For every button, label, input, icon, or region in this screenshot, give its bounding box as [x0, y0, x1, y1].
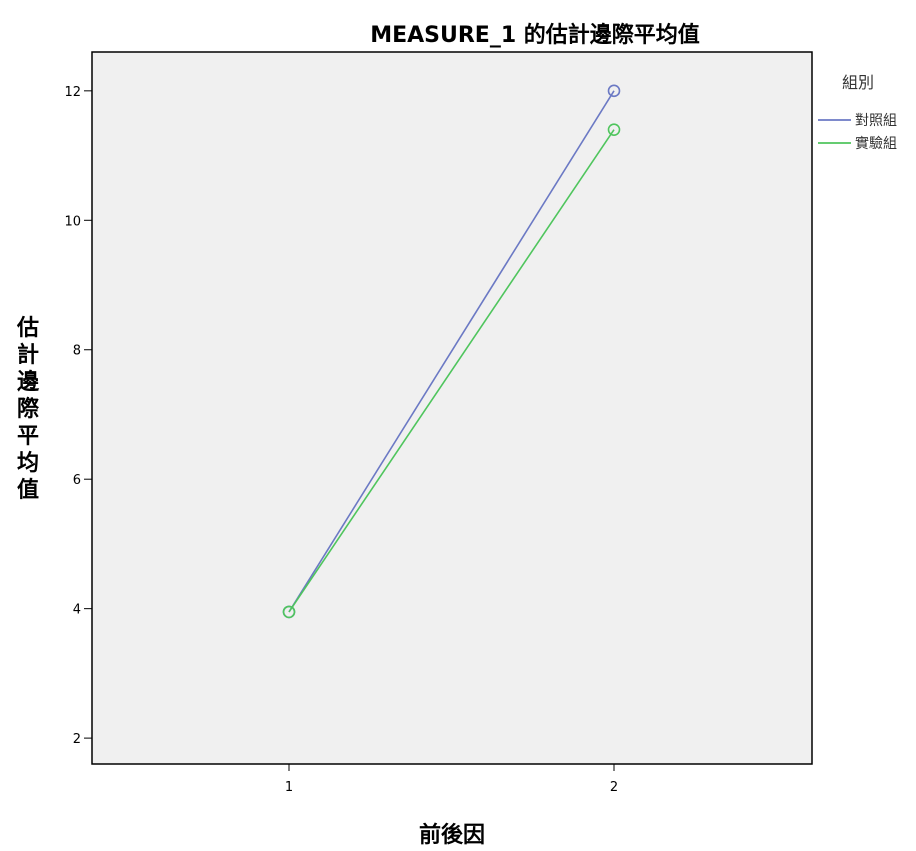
y-tick-label: 8 [73, 344, 81, 359]
series-layer [282, 84, 621, 619]
x-axis-title: 前後因 [419, 822, 485, 846]
y-tick-label: 6 [73, 473, 81, 488]
data-point [607, 123, 621, 136]
x-tick-label: 1 [285, 780, 293, 795]
y-axis: 2 4 6 8 10 12 [64, 85, 92, 747]
y-tick-label: 4 [73, 603, 81, 618]
legend-label: 對照組 [855, 113, 897, 129]
y-tick-label: 2 [73, 732, 81, 747]
data-point [607, 84, 621, 98]
legend-label: 實驗組 [855, 135, 897, 152]
legend-title: 組別 [842, 73, 874, 92]
series-line [288, 90, 615, 613]
y-tick-label: 10 [64, 214, 81, 229]
series-line [288, 129, 615, 613]
y-axis-title: 估計邊際平均值 [16, 316, 40, 503]
plot-area [91, 51, 813, 765]
chart-title: MEASURE_1 的估計邊際平均值 [370, 22, 700, 48]
y-tick-label: 12 [64, 85, 81, 100]
x-tick-label: 2 [610, 780, 618, 795]
data-point [282, 605, 296, 619]
